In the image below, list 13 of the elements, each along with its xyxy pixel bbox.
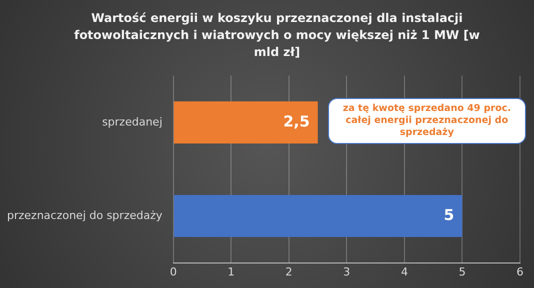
x-tick-label: 6	[516, 265, 524, 278]
speech-bubble: za tę kwotę sprzedano 49 proc. całej energii przeznaczonej do sprzedaży	[328, 98, 526, 144]
data-label: 2,5	[283, 112, 310, 130]
x-tick-label: 0	[170, 265, 177, 278]
x-tick-label: 3	[343, 265, 350, 278]
y-tick-label: sprzedanej	[102, 115, 162, 128]
x-tick-label: 5	[458, 265, 466, 278]
x-tick-label: 4	[400, 265, 408, 278]
chart-title: Wartość energii w koszyku przeznaczonej dla instalacji fotowoltaicznych i wiatrowych o mocy większej niż 1 MW [w mld zł]	[73, 10, 481, 61]
x-tick-label: 2	[285, 265, 292, 278]
y-tick-label: przeznaczonej do sprzedaży	[6, 208, 163, 222]
x-tick-label: 1	[228, 265, 235, 278]
data-label: 5	[444, 206, 454, 224]
